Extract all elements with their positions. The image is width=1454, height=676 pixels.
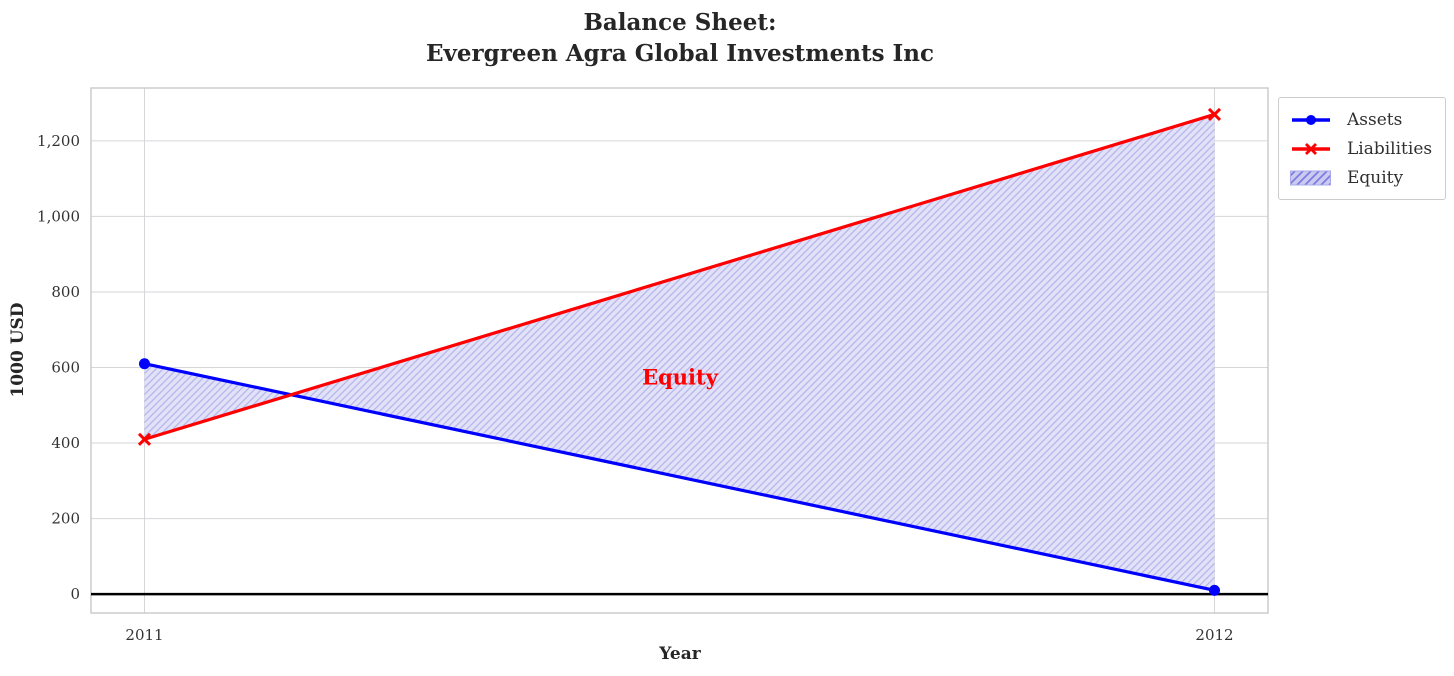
assets-marker [1209,584,1220,596]
y-tick-label: 400 [51,434,80,452]
assets-marker [139,358,150,370]
liabilities-marker [1207,107,1222,121]
liabilities-legend-line-icon [1289,140,1333,158]
y-tick-label: 800 [51,283,80,301]
assets-legend-line-icon [1289,111,1333,129]
legend-item-equity: Equity [1289,163,1435,192]
legend-item-assets: Assets [1289,105,1435,134]
y-axis-label: 1000 USD [8,302,28,398]
y-tick-label: 1,000 [37,207,80,225]
legend-label-equity: Equity [1347,167,1404,188]
equity-fill-area [144,114,1215,591]
liabilities-line-icon [1292,142,1330,155]
x-tick-label: 2012 [1195,626,1233,644]
x-axis-label: Year [659,644,701,664]
legend-label-liabilities: Liabilities [1347,138,1433,159]
equity-legend-patch-icon [1289,169,1333,187]
y-tick-label: 0 [70,585,80,603]
legend-label-assets: Assets [1347,109,1403,130]
y-tick-label: 600 [51,358,80,376]
liabilities-marker [137,432,152,446]
plot-border [90,87,1269,614]
legend: Assets Liabilities Equity [1278,97,1446,200]
legend-item-liabilities: Liabilities [1289,134,1435,163]
y-tick-label: 200 [51,510,80,528]
equity-patch-icon [1290,170,1331,185]
equity-annotation: Equity [642,364,718,390]
assets-line [142,362,1217,592]
assets-line-icon [1292,114,1330,125]
liabilities-line [142,112,1217,441]
y-tick-label: 1,200 [37,132,80,150]
chart-title: Balance Sheet: Evergreen Agra Global Inv… [426,7,934,69]
chart-title-line2: Evergreen Agra Global Investments Inc [425,40,935,67]
x-tick-label: 2011 [125,626,163,644]
chart-title-line1: Balance Sheet: [583,9,777,36]
